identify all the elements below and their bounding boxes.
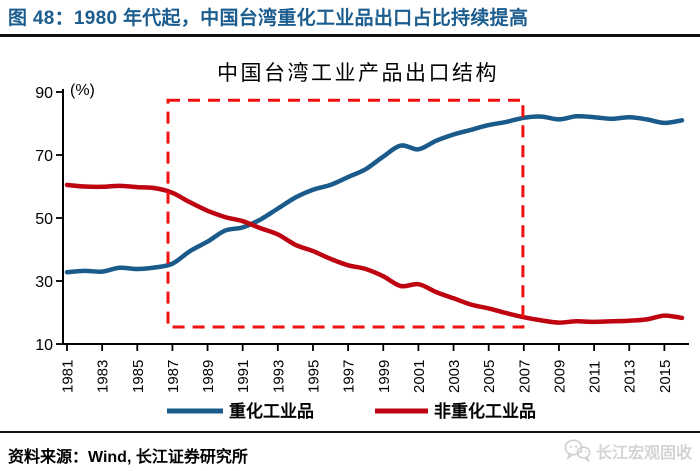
source-note: 资料来源：Wind, 长江证券研究所 — [8, 448, 248, 466]
x-tick-label: 2009 — [551, 359, 568, 392]
x-tick-label: 2015 — [657, 359, 674, 392]
highlight-rect — [166, 98, 525, 329]
x-tick-label: 1981 — [60, 359, 77, 392]
x-tick-label: 2005 — [481, 359, 498, 392]
x-tick-label: 2001 — [411, 359, 428, 392]
x-tick-label: 1991 — [235, 359, 252, 392]
brand-watermark-text: 长江宏观固收 — [595, 444, 692, 462]
x-tick-label: 1999 — [376, 359, 393, 392]
figure-header: 图 48：1980 年代起，中国台湾重化工业品出口占比持续提高 — [0, 0, 700, 31]
figure-caption: 图 48：1980 年代起，中国台湾重化工业品出口占比持续提高 — [8, 8, 529, 29]
x-tick-label: 1989 — [200, 359, 217, 392]
wechat-icon — [564, 439, 591, 462]
brand-watermark: 长江宏观固收 — [564, 439, 692, 463]
chart-title: 中国台湾工业产品出口结构 — [217, 62, 499, 85]
series-lines — [64, 113, 685, 325]
y-axis-unit-label: (%) — [70, 82, 95, 99]
x-tick-label: 1993 — [270, 359, 287, 392]
bottom-divider — [0, 430, 700, 433]
series-line-1 — [64, 182, 685, 325]
highlight-box — [166, 98, 525, 329]
y-tick-label: 50 — [35, 211, 53, 228]
x-tick-label: 1997 — [341, 359, 358, 392]
x-tick-label: 2013 — [622, 359, 639, 392]
x-tick-label: 1995 — [305, 359, 322, 392]
x-tick-label: 2011 — [587, 360, 604, 392]
y-tick-label: 10 — [35, 337, 53, 354]
y-tick-label: 90 — [35, 85, 53, 102]
series-line-0 — [64, 113, 685, 274]
top-divider — [0, 34, 700, 37]
x-tick-label: 1987 — [165, 359, 182, 392]
axes: 90 70 50 30 10 1981 1983 1985 1987 1989 1991 1993 19… — [35, 85, 689, 393]
x-tick-label: 1983 — [95, 359, 112, 392]
legend: 重化工业品 非重化工业品 — [167, 401, 536, 421]
taiwan-export-structure-line-chart: 中国台湾工业产品出口结构 (%) 90 70 50 30 10 1981 1983 1985 1… — [35, 62, 689, 421]
x-tick-label: 1985 — [130, 359, 147, 392]
x-tick-label: 2003 — [446, 359, 463, 392]
y-tick-label: 70 — [35, 148, 53, 165]
legend-label-non-heavy-industry: 非重化工业品 — [434, 401, 536, 421]
figure-footer: 资料来源：Wind, 长江证券研究所 长江宏观固收 — [0, 433, 700, 467]
legend-label-heavy-industry: 重化工业品 — [229, 401, 314, 421]
x-tick-label: 2007 — [516, 359, 533, 392]
y-tick-label: 30 — [35, 274, 53, 291]
